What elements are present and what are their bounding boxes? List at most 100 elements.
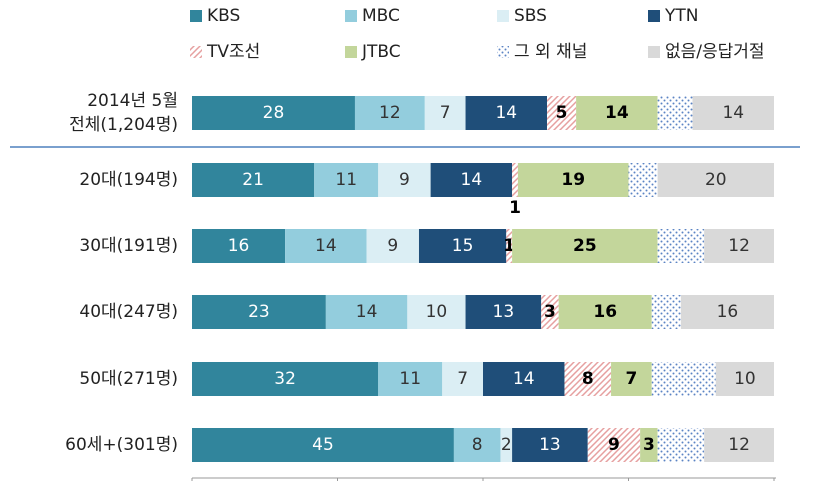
data-label: 14 xyxy=(461,170,483,190)
bar-segment xyxy=(314,163,379,197)
bar-segment xyxy=(424,96,466,130)
legend-swatch xyxy=(497,46,509,58)
legend-swatch xyxy=(648,10,660,22)
data-label: 32 xyxy=(274,369,296,389)
legend-label: TV조선 xyxy=(206,42,260,62)
data-label: 14 xyxy=(495,103,517,123)
bar-segment xyxy=(465,295,542,329)
bar-segment xyxy=(715,362,774,396)
category-label: 20대(194명) xyxy=(79,170,178,190)
legend-label: SBS xyxy=(514,6,547,26)
data-label: 23 xyxy=(248,302,270,322)
bar-segment xyxy=(704,428,774,462)
bar-segment xyxy=(192,229,286,263)
legend-label: JTBC xyxy=(361,42,401,62)
data-label: 2 xyxy=(501,435,512,455)
bar-segment xyxy=(640,428,658,462)
data-label: 20 xyxy=(705,170,727,190)
bar-segment xyxy=(587,428,641,462)
legend-label: 그 외 채널 xyxy=(514,42,587,62)
bar-segment xyxy=(564,362,612,396)
data-label: 12 xyxy=(728,435,750,455)
bar-segment xyxy=(366,229,419,263)
data-label: 15 xyxy=(452,236,474,256)
bar-segment xyxy=(285,229,367,263)
bar-segment xyxy=(517,163,629,197)
data-label: 14 xyxy=(722,103,744,123)
legend-swatch xyxy=(190,46,202,58)
bar-segment xyxy=(453,428,501,462)
bar-segment xyxy=(192,163,315,197)
legend-swatch xyxy=(648,46,660,58)
data-label: 9 xyxy=(387,236,398,256)
bar-segment xyxy=(558,295,652,329)
bar-segment xyxy=(547,96,577,130)
data-label: 14 xyxy=(513,369,535,389)
bar-segment xyxy=(628,163,658,197)
bar-segment xyxy=(430,163,513,197)
bar-segment xyxy=(192,96,355,130)
legend-label: 없음/응답거절 xyxy=(665,42,765,62)
data-label: 11 xyxy=(335,170,357,190)
data-label: 12 xyxy=(728,236,750,256)
category-label: 30대(191명) xyxy=(79,236,178,256)
data-label: 25 xyxy=(573,236,597,256)
bar-segment xyxy=(407,295,466,329)
bar-segment xyxy=(512,163,518,197)
bar-segment xyxy=(512,428,588,462)
category-label: 60세+(301명) xyxy=(65,435,178,455)
category-label: 40대(247명) xyxy=(79,302,178,322)
data-label: 10 xyxy=(426,302,448,322)
bar-segment xyxy=(354,96,425,130)
category-label: 50대(271명) xyxy=(79,369,178,389)
data-label: 3 xyxy=(544,302,556,322)
bar-segment xyxy=(657,163,774,197)
bar-segment xyxy=(378,163,431,197)
bar-segment xyxy=(657,229,705,263)
bar-segment xyxy=(651,362,716,396)
data-label: 7 xyxy=(625,369,637,389)
bar-segment xyxy=(692,96,774,130)
data-label: 9 xyxy=(399,170,410,190)
data-label: 19 xyxy=(561,170,585,190)
data-label: 8 xyxy=(472,435,483,455)
data-label: 21 xyxy=(242,170,264,190)
bar-segment xyxy=(611,362,652,396)
bar-segment xyxy=(192,428,454,462)
bar-segment xyxy=(500,428,513,462)
data-label: 3 xyxy=(643,435,655,455)
data-label: 8 xyxy=(582,369,594,389)
bar-segment xyxy=(657,96,693,130)
bar-segment xyxy=(442,362,483,396)
bar-segment xyxy=(378,362,443,396)
data-label: 10 xyxy=(734,369,756,389)
data-label: 16 xyxy=(717,302,739,322)
bar-segment xyxy=(651,295,681,329)
data-label: 1 xyxy=(509,198,521,218)
data-label: 45 xyxy=(312,435,334,455)
bar-segment xyxy=(465,96,548,130)
bar-segment xyxy=(657,428,705,462)
bar-segment xyxy=(541,295,559,329)
legend-label: YTN xyxy=(664,6,699,26)
bar-segment xyxy=(680,295,774,329)
data-label: 11 xyxy=(399,369,421,389)
legend-label: MBC xyxy=(362,6,400,26)
bar-segment xyxy=(512,229,658,263)
data-label: 14 xyxy=(605,103,629,123)
data-label: 16 xyxy=(228,236,250,256)
data-label: 16 xyxy=(593,302,617,322)
bar-segment xyxy=(576,96,658,130)
data-label: 14 xyxy=(356,302,378,322)
legend-swatch xyxy=(497,10,509,22)
bar-segment xyxy=(704,229,774,263)
bar-segment xyxy=(325,295,408,329)
data-label: 13 xyxy=(493,302,515,322)
bar-segment xyxy=(192,362,379,396)
legend-label: KBS xyxy=(207,6,240,26)
bar-segment xyxy=(506,229,513,263)
bar-segment xyxy=(418,229,507,263)
data-label: 7 xyxy=(440,103,451,123)
